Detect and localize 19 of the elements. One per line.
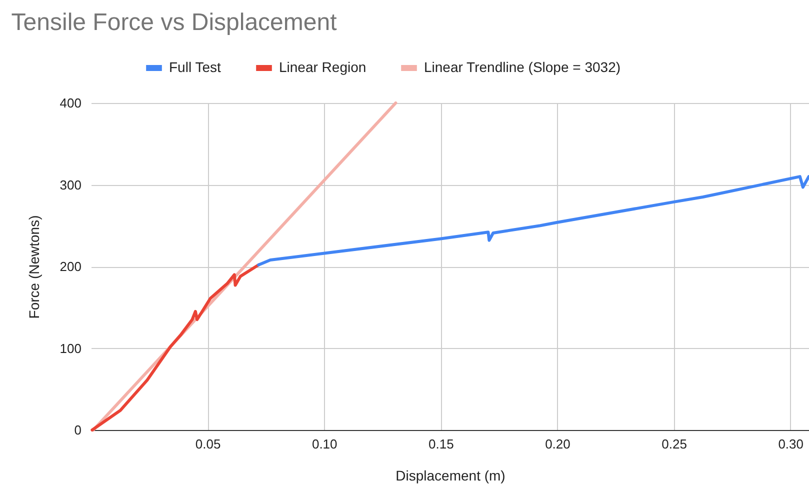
x-tick-label: 0.30 [778, 436, 804, 452]
y-tick-label: 100 [60, 340, 82, 356]
x-tick-label: 0.20 [545, 436, 570, 452]
x-tick-label: 0.05 [195, 436, 221, 452]
x-tick-label: 0.15 [428, 436, 454, 452]
line-series [257, 175, 809, 266]
chart-title: Tensile Force vs Displacement [11, 9, 338, 36]
x-tick-label: 0.25 [662, 436, 687, 452]
y-tick-label: 400 [60, 96, 82, 110]
x-axis-title: Displacement (m) [396, 468, 506, 484]
y-tick-label: 200 [60, 259, 82, 274]
y-tick-label: 300 [60, 177, 82, 192]
y-tick-label: 0 [74, 422, 82, 438]
line-series [90, 263, 260, 432]
legend-label: Full Test [169, 59, 221, 75]
legend-label: Linear Region [279, 59, 366, 75]
x-tick-label: 0.10 [312, 436, 338, 452]
legend-label: Linear Trendline (Slope = 3032) [424, 59, 621, 75]
y-axis-title: Force (Newtons) [26, 215, 42, 319]
